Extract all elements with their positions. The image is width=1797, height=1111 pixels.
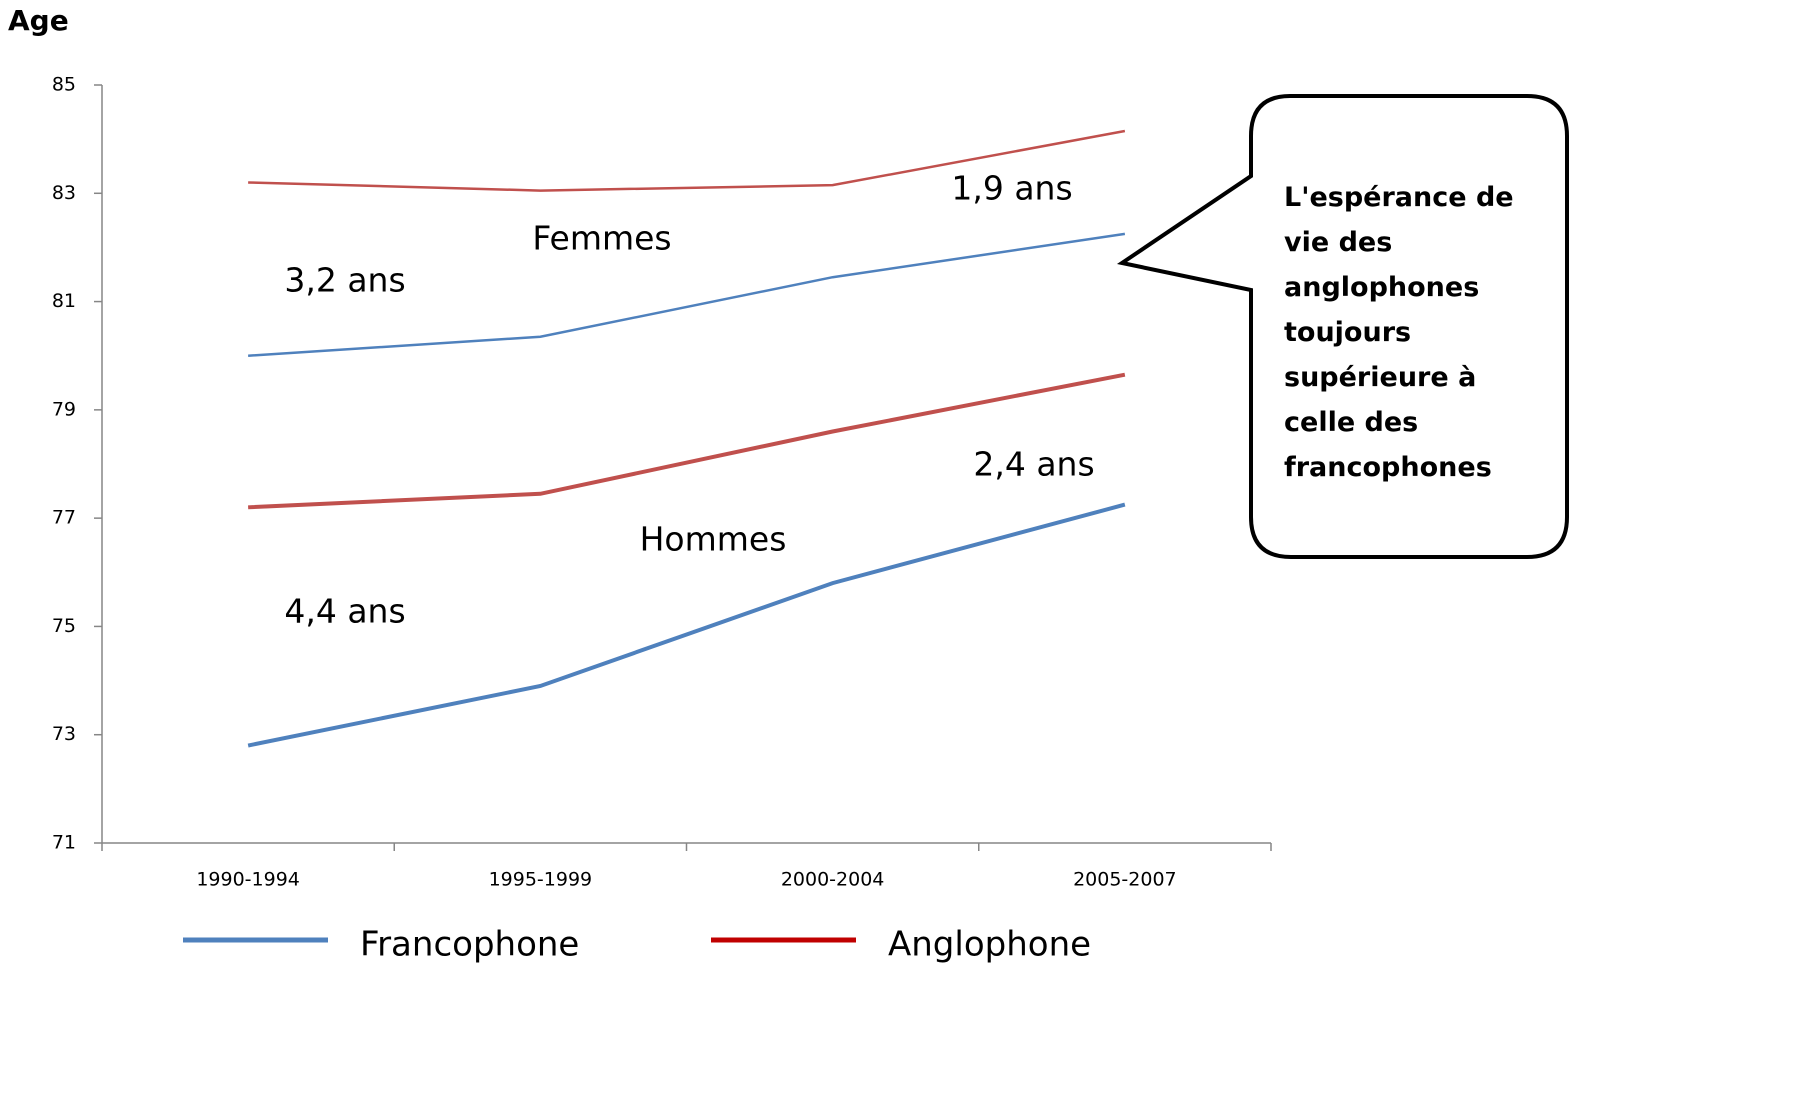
series-line <box>248 129 1126 192</box>
annotation: 1,9 ans <box>951 169 1072 208</box>
x-tick-label: 2000-2004 <box>781 869 885 891</box>
y-tick-label: 71 <box>52 832 76 854</box>
x-tick-label: 1995-1999 <box>489 869 593 891</box>
callout-text: L'espérance de vie des anglophones toujo… <box>1284 182 1514 483</box>
y-tick-label: 73 <box>52 723 76 745</box>
annotation: 2,4 ans <box>973 445 1094 484</box>
y-tick-label: 85 <box>52 74 76 96</box>
x-tick-label: 1990-1994 <box>196 869 300 891</box>
annotation: Femmes <box>532 219 671 258</box>
y-tick-label: 75 <box>52 615 76 637</box>
y-tick-label: 83 <box>52 182 76 204</box>
annotation: 4,4 ans <box>284 592 405 631</box>
series-line <box>247 502 1126 748</box>
annotation: Hommes <box>640 520 787 559</box>
x-tick-label: 2005-2007 <box>1073 869 1177 891</box>
y-tick-label: 77 <box>52 507 76 529</box>
series-line <box>248 232 1126 357</box>
y-axis-title: Age <box>8 4 69 37</box>
annotation: 3,2 ans <box>284 261 405 300</box>
series-line <box>248 372 1126 510</box>
callout-bubble <box>1116 94 1569 559</box>
y-tick-label: 79 <box>52 398 76 420</box>
legend-label: Francophone <box>360 925 579 965</box>
y-tick-label: 81 <box>52 290 76 312</box>
legend-label: Anglophone <box>888 925 1091 965</box>
